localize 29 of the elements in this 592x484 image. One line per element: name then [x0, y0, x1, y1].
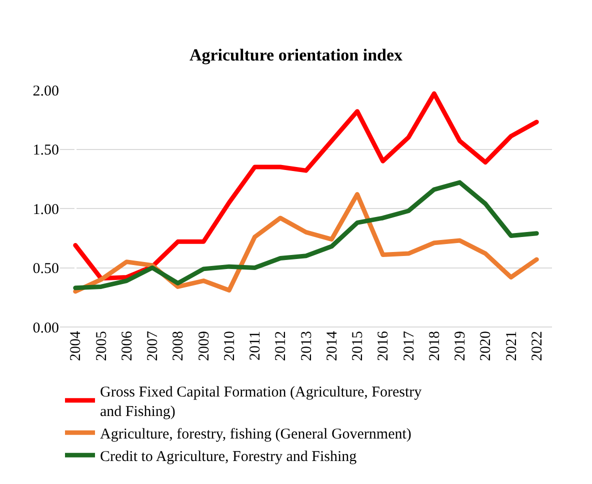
- x-tick-label: 2004: [68, 330, 84, 361]
- x-tick-label: 2019: [452, 331, 469, 361]
- x-tick-label: 2011: [248, 331, 264, 360]
- y-tick-label: 2.00: [32, 83, 59, 100]
- x-tick-label: 2012: [273, 331, 290, 361]
- line-series: [73, 91, 539, 281]
- x-tick-label: 2022: [529, 331, 546, 361]
- x-tick-label: 2021: [504, 331, 520, 361]
- chart-title: Agriculture orientation index: [189, 45, 404, 64]
- x-tick-label: 2010: [222, 331, 238, 361]
- y-tick-label: 0.00: [32, 320, 59, 336]
- legend-label: Agriculture, forestry, fishing (General Government): [100, 426, 412, 442]
- y-tick-label: 1.50: [32, 142, 59, 158]
- x-tick-label: 2015: [350, 331, 366, 361]
- x-tick-label: 2018: [426, 331, 443, 361]
- legend-label: Credit to Agriculture, Forestry and Fishing: [100, 449, 358, 465]
- x-tick-label: 2008: [170, 331, 187, 361]
- x-tick-label: 2009: [196, 331, 212, 361]
- legend-label: Gross Fixed Capital Formation (Agriculture, Forestry and Fishing): [100, 384, 422, 420]
- x-tick-label: 2007: [145, 330, 162, 361]
- x-tick-label: 2005: [94, 331, 110, 361]
- x-tick-label: 2020: [478, 331, 494, 361]
- x-tick-label: 2014: [324, 330, 340, 361]
- x-tick-label: 2017: [401, 330, 418, 361]
- y-tick-label: 1.00: [32, 202, 59, 218]
- x-tick-label: 2016: [376, 330, 392, 361]
- y-tick-label: 0.50: [32, 261, 59, 277]
- x-tick-label: 2006: [119, 330, 136, 361]
- x-tick-label: 2013: [298, 331, 315, 361]
